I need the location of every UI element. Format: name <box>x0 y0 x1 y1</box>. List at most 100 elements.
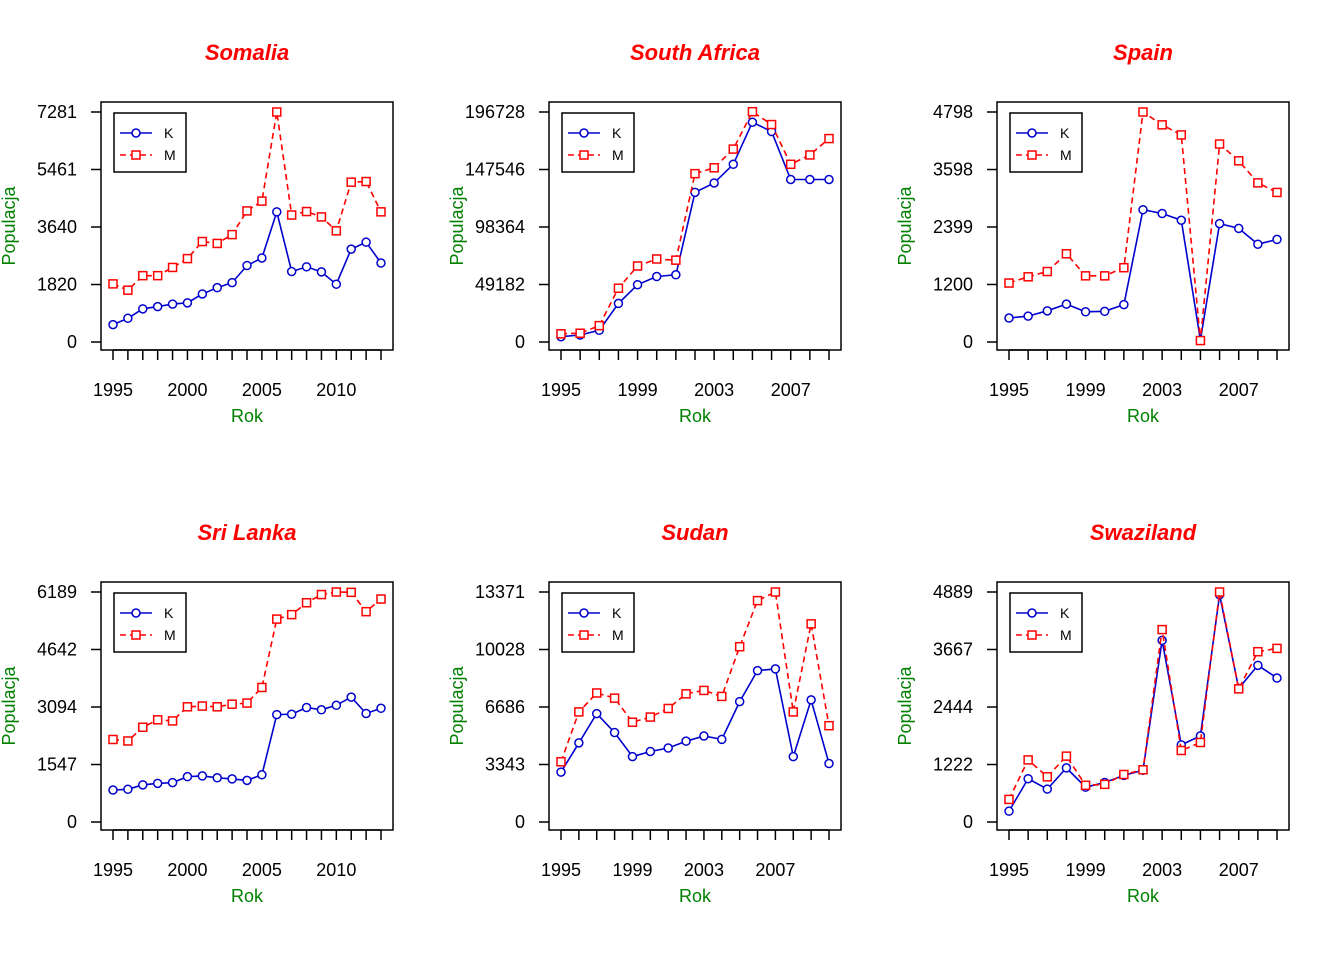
data-point-K <box>1042 784 1053 794</box>
data-point-K <box>138 780 148 790</box>
x-axis-label: Rok <box>231 406 264 426</box>
y-tick-label: 6189 <box>37 582 77 602</box>
data-point-M <box>805 150 815 160</box>
data-point-M <box>1195 737 1206 748</box>
y-tick-label: 7281 <box>37 102 77 122</box>
data-point-M <box>671 255 681 265</box>
data-point-K <box>108 319 118 330</box>
data-point-M <box>152 270 163 281</box>
data-point-M <box>556 757 566 767</box>
x-tick-label: 2005 <box>242 860 282 880</box>
x-tick-label: 2007 <box>1219 860 1259 880</box>
data-point-K <box>376 703 386 714</box>
legend: KM <box>1009 112 1083 173</box>
chart-title: Swaziland <box>1090 520 1197 545</box>
data-point-K <box>663 743 673 753</box>
legend-marker-K <box>579 608 589 618</box>
legend-marker-M <box>1027 150 1037 160</box>
data-point-M <box>1157 120 1167 130</box>
data-point-M <box>212 702 222 712</box>
data-point-K <box>1253 239 1263 249</box>
data-point-K <box>257 770 267 780</box>
data-point-M <box>1176 130 1187 140</box>
y-tick-label: 3598 <box>933 160 973 180</box>
data-point-M <box>242 206 252 216</box>
data-point-K <box>123 313 133 324</box>
data-point-M <box>376 594 386 604</box>
data-point-M <box>788 707 799 717</box>
legend-box <box>113 112 187 173</box>
x-tick-label: 2003 <box>684 860 724 880</box>
x-tick-label: 1995 <box>93 860 133 880</box>
y-tick-label: 0 <box>515 332 525 352</box>
data-point-M <box>591 688 602 698</box>
y-tick-label: 1200 <box>933 274 973 294</box>
data-point-K <box>286 266 297 277</box>
data-point-K <box>272 207 282 217</box>
data-point-M <box>627 717 638 727</box>
legend-label-K: K <box>164 605 174 621</box>
data-point-K <box>645 746 656 757</box>
data-point-K <box>1004 313 1014 323</box>
chart-title: Sudan <box>661 520 728 545</box>
legend-label-K: K <box>1060 125 1070 141</box>
y-tick-label: 4642 <box>37 639 77 659</box>
data-point-M <box>1272 643 1282 654</box>
x-tick-label: 2007 <box>1219 380 1259 400</box>
legend-marker-M <box>1027 630 1037 640</box>
legend-label-M: M <box>164 627 176 643</box>
y-tick-label: 98364 <box>475 217 525 237</box>
data-point-M <box>1119 769 1129 780</box>
data-point-M <box>766 119 777 130</box>
data-point-M <box>663 703 673 714</box>
data-point-M <box>1042 266 1053 277</box>
y-tick-label: 3667 <box>933 639 973 659</box>
x-tick-label: 2010 <box>316 860 356 880</box>
data-point-M <box>123 736 133 746</box>
data-point-M <box>212 238 222 249</box>
data-point-M <box>1061 751 1072 761</box>
x-axis-label: Rok <box>1127 406 1160 426</box>
data-point-K <box>1253 660 1263 671</box>
data-point-M <box>770 587 781 597</box>
data-point-M <box>717 691 727 702</box>
data-point-M <box>1004 278 1014 288</box>
y-tick-label: 3640 <box>37 217 77 237</box>
panel-5: Sudan 1995 1999 2003 2007 0 3343 6686 10028 13371… <box>447 520 842 906</box>
x-tick-label: 2000 <box>167 380 207 400</box>
data-point-M <box>182 702 193 712</box>
data-point-M <box>331 226 342 236</box>
data-point-K <box>556 767 566 777</box>
x-axis-label: Rok <box>1127 886 1160 906</box>
data-point-M <box>167 262 178 273</box>
legend-marker-K <box>1027 128 1037 138</box>
data-point-M <box>699 685 709 696</box>
data-point-M <box>690 168 700 179</box>
data-point-M <box>301 597 312 608</box>
x-tick-label: 2003 <box>1142 380 1182 400</box>
data-point-K <box>824 758 834 769</box>
y-tick-label: 0 <box>963 332 973 352</box>
x-tick-label: 1995 <box>541 380 581 400</box>
data-point-M <box>651 254 662 264</box>
data-point-K <box>182 298 193 308</box>
data-point-M <box>108 734 118 745</box>
data-point-M <box>316 589 327 600</box>
data-point-M <box>1253 646 1263 657</box>
data-point-M <box>167 716 178 726</box>
panel-6: Swaziland 1995 1999 2003 2007 0 1222 2444 3667 48… <box>895 520 1290 906</box>
series-line-K <box>560 668 830 773</box>
data-point-M <box>1042 772 1053 782</box>
data-point-M <box>182 253 193 264</box>
legend-box <box>1009 112 1083 173</box>
data-point-K <box>1138 204 1148 215</box>
data-point-K <box>609 727 620 738</box>
x-tick-label: 1995 <box>541 860 581 880</box>
data-point-M <box>632 261 643 271</box>
y-tick-label: 1222 <box>933 755 973 775</box>
data-point-M <box>1004 794 1014 805</box>
data-point-K <box>805 174 815 185</box>
panel-4: Sri Lanka 1995 2000 2005 2010 0 1547 3094 4642 61… <box>0 520 394 906</box>
x-tick-label: 1999 <box>1066 380 1106 400</box>
